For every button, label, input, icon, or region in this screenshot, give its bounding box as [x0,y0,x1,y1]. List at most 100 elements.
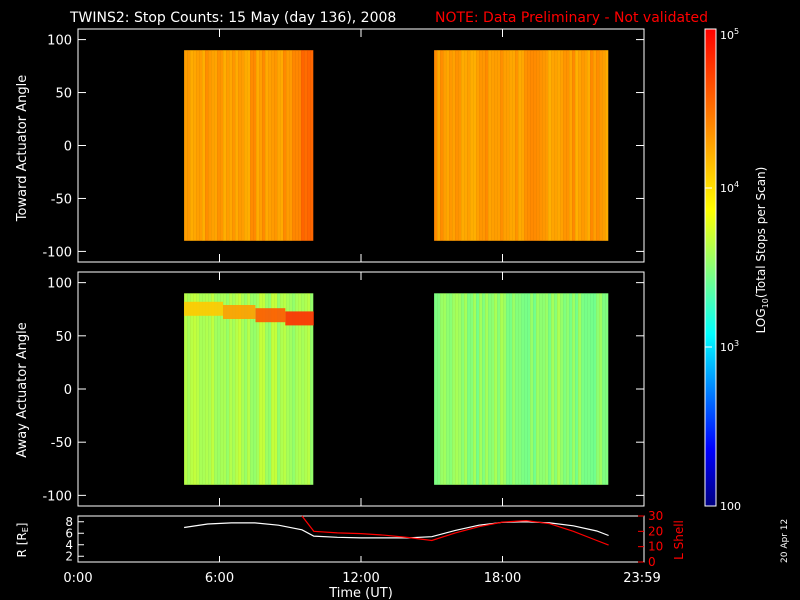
heatmap-strip [509,293,513,485]
heatmap-strip [271,50,275,241]
heatmap-strip [214,293,218,485]
heatmap-strip [476,293,480,485]
heatmap-strip [449,293,453,485]
heatmap-strip [539,50,543,241]
heatmap-strip [184,50,188,241]
heatmap-strip [271,293,275,485]
heatmap-strip [458,293,462,485]
heatmap-strip [560,293,564,485]
heatmap-strip [605,50,609,241]
heatmap-strip [190,50,194,241]
heatmap-strip [235,293,239,485]
heatmap-strip [244,50,248,241]
heatmap-strip [437,293,441,485]
heatmap-strip [217,293,221,485]
heatmap-strip [560,50,564,241]
heatmap-strip [566,293,570,485]
radius-line [184,521,609,539]
heatmap-strip [205,50,209,241]
heatmap-strip [301,50,305,241]
heatmap-strip [208,293,212,485]
heatmap-strip [488,50,492,241]
radius-tick-label: 6 [65,526,73,540]
heatmap-strip [274,293,278,485]
heatmap-strip [262,50,266,241]
heatmap-strip [211,293,215,485]
colorbar: 105 104 103 100 LOG10(Total Stops per Scan) [704,27,770,513]
heatmap-strip [202,293,206,485]
heatmap-strip [214,50,218,241]
heatmap-strip [446,50,450,241]
heatmap-strip [563,50,567,241]
lshell-tick-label: 0 [648,555,656,569]
preliminary-note: NOTE: Data Preliminary - Not validated [435,10,708,26]
heatmap-strip [569,50,573,241]
heatmap-strip [196,293,200,485]
heatmap-strip [449,50,453,241]
colorbar-tick-label: 100 [720,500,741,513]
heatmap-strip [196,50,200,241]
heatmap-strip [464,293,468,485]
heatmap-strip [268,293,272,485]
heatmap-strip [596,50,600,241]
heatmap-strip [476,50,480,241]
heatmap-strip [434,293,438,485]
heatmap-strip [488,293,492,485]
heatmap-strip [536,293,540,485]
x-tick-label: 12:00 [342,571,379,586]
heatmap-strip [491,50,495,241]
toward-panel: 100 50 0 -50 -100 Toward Actuator Angle [15,28,645,263]
heatmap-strip [253,293,257,485]
heatmap-strip [554,293,558,485]
heatmap-strip [289,293,293,485]
heatmap-strip [593,293,597,485]
heatmap-strip [452,50,456,241]
heatmap-strip [247,50,251,241]
heatmap-strip [443,50,447,241]
heatmap-enhancement [184,301,223,316]
generation-date: 20 Apr 12 [780,519,790,563]
heatmap-strip [485,50,489,241]
heatmap-strip [286,293,290,485]
heatmap-strip [259,293,263,485]
heatmap-strip [581,293,585,485]
heatmap-strip [187,50,191,241]
heatmap-strip [286,50,290,241]
heatmap-strip [235,50,239,241]
x-tick-label: 18:00 [484,571,521,586]
heatmap-strip [298,293,302,485]
heatmap-strip [259,50,263,241]
lshell-axis-label: L Shell [672,520,686,560]
heatmap-strip [452,293,456,485]
heatmap-strip [596,293,600,485]
heatmap-strip [542,293,546,485]
heatmap-strip [482,50,486,241]
heatmap-strip [563,293,567,485]
heatmap-strip [527,50,531,241]
heatmap-strip [217,50,221,241]
heatmap-strip [310,293,314,485]
heatmap-strip [304,293,308,485]
heatmap-strip [518,50,522,241]
heatmap-strip [524,50,528,241]
heatmap-strip [590,293,594,485]
away-y-ticks: 100 50 0 -50 -100 [42,272,644,506]
heatmap-strip [533,293,537,485]
heatmap-strip [515,293,519,485]
heatmap-strip [193,293,197,485]
heatmap-strip [503,293,507,485]
heatmap-strip [184,293,188,485]
heatmap-strip [587,293,591,485]
heatmap-strip [256,50,260,241]
heatmap-strip [599,50,603,241]
colorbar-label: LOG10(Total Stops per Scan) [754,167,770,334]
x-tick-label: 0:00 [63,571,92,586]
heatmap-strip [530,50,534,241]
heatmap-strip [292,293,296,485]
heatmap-strip [467,50,471,241]
radius-axis-label: R [RE] [15,523,30,558]
heatmap-strip [244,293,248,485]
heatmap-strip [280,50,284,241]
heatmap-strip [491,293,495,485]
